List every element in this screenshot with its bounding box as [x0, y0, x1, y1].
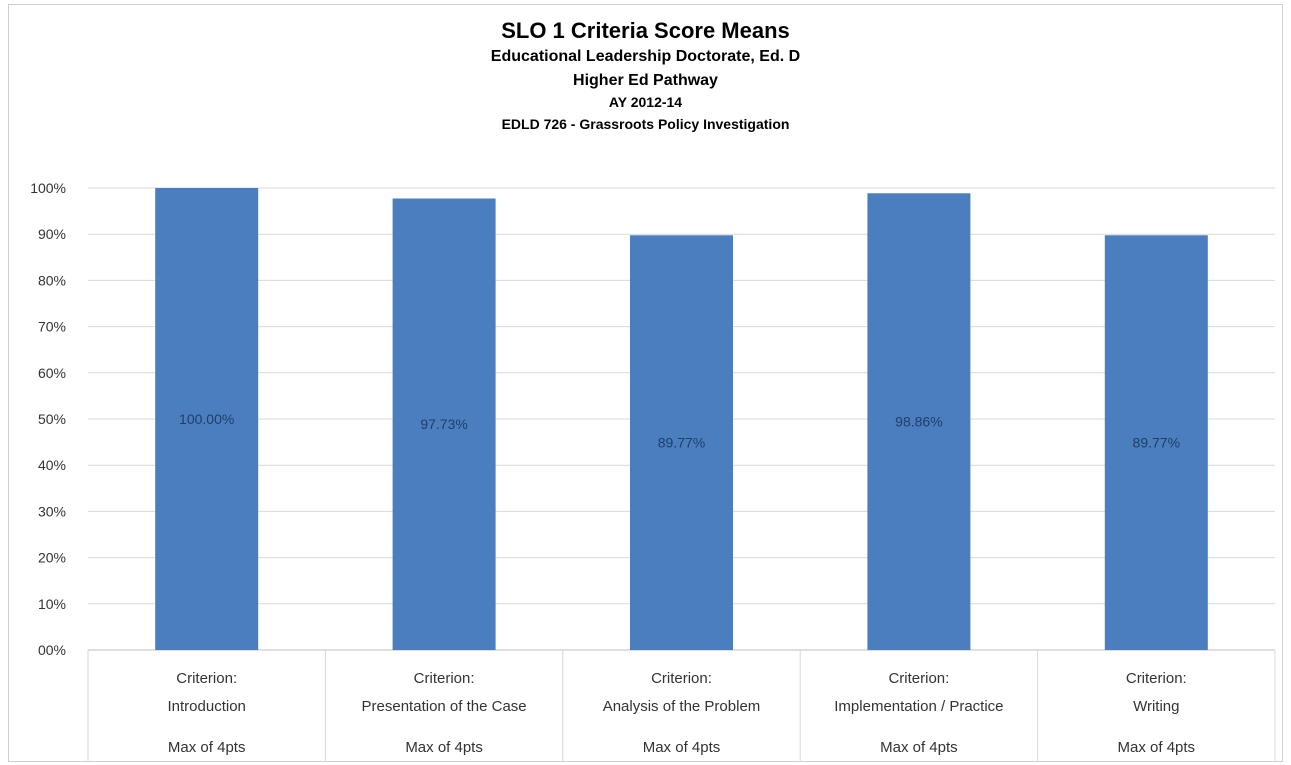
bar: [1104, 235, 1208, 650]
category-label: Analysis of the Problem: [603, 698, 761, 715]
y-tick-label: 20%: [38, 550, 66, 566]
category-max-label: Max of 4pts: [168, 739, 246, 756]
bar-data-label: 89.77%: [658, 435, 705, 451]
y-tick-label: 100%: [30, 180, 66, 196]
y-tick-label: 40%: [38, 457, 66, 473]
chart-subtitle-course: EDLD 726 - Grassroots Policy Investigati…: [501, 115, 790, 132]
bar: [867, 193, 971, 651]
bar-data-label: 100.00%: [179, 411, 234, 427]
y-tick-label: 50%: [38, 411, 66, 427]
category-label: Introduction: [168, 698, 246, 715]
category-label: Criterion:: [651, 670, 712, 687]
bar-data-label: 98.86%: [895, 414, 942, 430]
category-label: Presentation of the Case: [362, 698, 527, 715]
bar: [392, 198, 496, 650]
category-label: Criterion:: [176, 670, 237, 687]
y-tick-label: 30%: [38, 503, 66, 519]
chart-titles: SLO 1 Criteria Score Means Educational L…: [8, 18, 1283, 132]
category-label: Implementation / Practice: [834, 698, 1003, 715]
chart-subtitle-year: AY 2012-14: [608, 93, 683, 110]
bar: [630, 235, 733, 650]
y-tick-label: 90%: [38, 226, 66, 242]
chart-subtitle-program: Educational Leadership Doctorate, Ed. D: [490, 48, 801, 66]
chart-title: SLO 1 Criteria Score Means: [501, 18, 790, 43]
y-tick-label: 60%: [38, 365, 66, 381]
category-label: Writing: [1133, 698, 1179, 715]
category-label: Criterion:: [414, 670, 475, 687]
category-max-label: Max of 4pts: [1118, 739, 1196, 756]
bar: [155, 188, 259, 650]
y-tick-label: 70%: [38, 319, 66, 335]
chart-subtitle-pathway: Higher Ed Pathway: [573, 71, 718, 89]
category-label: Criterion:: [888, 670, 949, 687]
bar-data-label: 89.77%: [1133, 435, 1180, 451]
category-label: Criterion:: [1126, 670, 1187, 687]
y-tick-label: 00%: [38, 642, 66, 658]
bar-data-label: 97.73%: [420, 416, 467, 432]
y-tick-label: 10%: [38, 596, 66, 612]
category-max-label: Max of 4pts: [643, 739, 721, 756]
category-max-label: Max of 4pts: [405, 739, 483, 756]
category-max-label: Max of 4pts: [880, 739, 958, 756]
y-tick-label: 80%: [38, 272, 66, 288]
